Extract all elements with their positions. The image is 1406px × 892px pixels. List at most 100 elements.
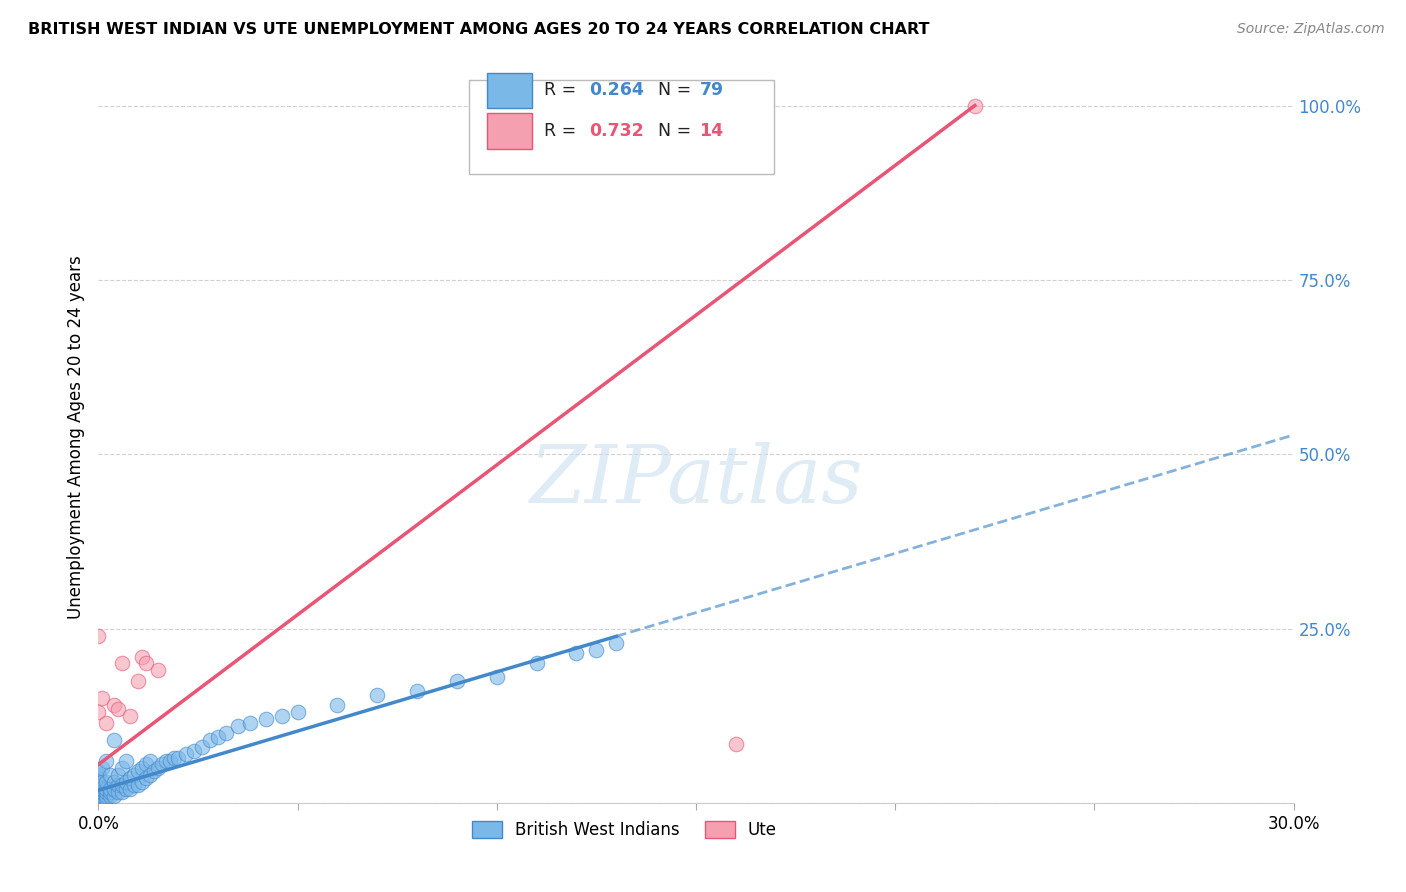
Point: [91, 789, 114, 803]
Point: [139, 768, 162, 782]
Point: [96, 781, 118, 796]
Point: [91, 781, 114, 796]
Text: 0.732: 0.732: [589, 122, 644, 140]
FancyBboxPatch shape: [486, 73, 533, 108]
Point: [120, 708, 142, 723]
Point: [148, 761, 170, 775]
Point: [526, 657, 548, 671]
Point: [446, 673, 468, 688]
Point: [96, 775, 118, 789]
Point: [565, 646, 588, 660]
Point: [406, 684, 429, 698]
Point: [96, 754, 118, 768]
Point: [207, 730, 229, 744]
Text: R =: R =: [544, 81, 582, 99]
Point: [174, 747, 197, 761]
Point: [120, 781, 142, 796]
Point: [98, 789, 122, 803]
Point: [135, 757, 157, 772]
Legend: British West Indians, Ute: British West Indians, Ute: [465, 814, 783, 846]
Point: [127, 673, 149, 688]
Point: [135, 657, 157, 671]
Point: [485, 670, 508, 684]
Point: [107, 778, 129, 792]
Point: [87, 796, 110, 810]
FancyBboxPatch shape: [470, 80, 773, 174]
Point: [167, 750, 190, 764]
Point: [254, 712, 277, 726]
Point: [585, 642, 607, 657]
Point: [127, 764, 149, 779]
Text: 79: 79: [700, 81, 724, 99]
Point: [139, 754, 162, 768]
Point: [87, 772, 110, 786]
Point: [87, 775, 110, 789]
Point: [98, 785, 122, 799]
Point: [148, 664, 170, 678]
Y-axis label: Unemployment Among Ages 20 to 24 years: Unemployment Among Ages 20 to 24 years: [66, 255, 84, 619]
Point: [91, 785, 114, 799]
Point: [98, 781, 122, 796]
Point: [127, 778, 149, 792]
Point: [131, 775, 153, 789]
Point: [107, 785, 129, 799]
Point: [287, 705, 309, 719]
Point: [111, 785, 134, 799]
Point: [150, 757, 173, 772]
Point: [366, 688, 388, 702]
Point: [131, 649, 153, 664]
Point: [183, 743, 205, 757]
Text: 0.264: 0.264: [589, 81, 644, 99]
Point: [120, 772, 142, 786]
Point: [96, 792, 118, 806]
Point: [91, 691, 114, 706]
Point: [103, 789, 125, 803]
Point: [87, 705, 110, 719]
Text: ZIPatlas: ZIPatlas: [529, 442, 863, 520]
Point: [87, 629, 110, 643]
Point: [111, 657, 134, 671]
Point: [107, 702, 129, 716]
Text: Source: ZipAtlas.com: Source: ZipAtlas.com: [1237, 22, 1385, 37]
Point: [91, 792, 114, 806]
Point: [87, 764, 110, 779]
Point: [96, 785, 118, 799]
Point: [963, 99, 986, 113]
Point: [96, 789, 118, 803]
Point: [191, 740, 214, 755]
Text: N =: N =: [658, 122, 696, 140]
Point: [159, 754, 181, 768]
Text: 14: 14: [700, 122, 724, 140]
Point: [87, 778, 110, 792]
Point: [226, 719, 249, 733]
Point: [103, 698, 125, 713]
Point: [87, 792, 110, 806]
Point: [103, 781, 125, 796]
Point: [87, 781, 110, 796]
Text: R =: R =: [544, 122, 582, 140]
Point: [198, 733, 221, 747]
Point: [87, 789, 110, 803]
Point: [115, 775, 138, 789]
Text: BRITISH WEST INDIAN VS UTE UNEMPLOYMENT AMONG AGES 20 TO 24 YEARS CORRELATION CH: BRITISH WEST INDIAN VS UTE UNEMPLOYMENT …: [28, 22, 929, 37]
Point: [155, 754, 177, 768]
Point: [239, 715, 262, 730]
Point: [131, 761, 153, 775]
Point: [124, 768, 146, 782]
Text: N =: N =: [658, 81, 696, 99]
Point: [115, 754, 138, 768]
Point: [215, 726, 238, 740]
Point: [111, 778, 134, 792]
Point: [270, 708, 292, 723]
Point: [326, 698, 349, 713]
Point: [135, 772, 157, 786]
Point: [163, 750, 186, 764]
Point: [91, 796, 114, 810]
Point: [103, 733, 125, 747]
Point: [111, 761, 134, 775]
Point: [98, 768, 122, 782]
Point: [107, 768, 129, 782]
Point: [87, 785, 110, 799]
Point: [87, 768, 110, 782]
Point: [103, 775, 125, 789]
